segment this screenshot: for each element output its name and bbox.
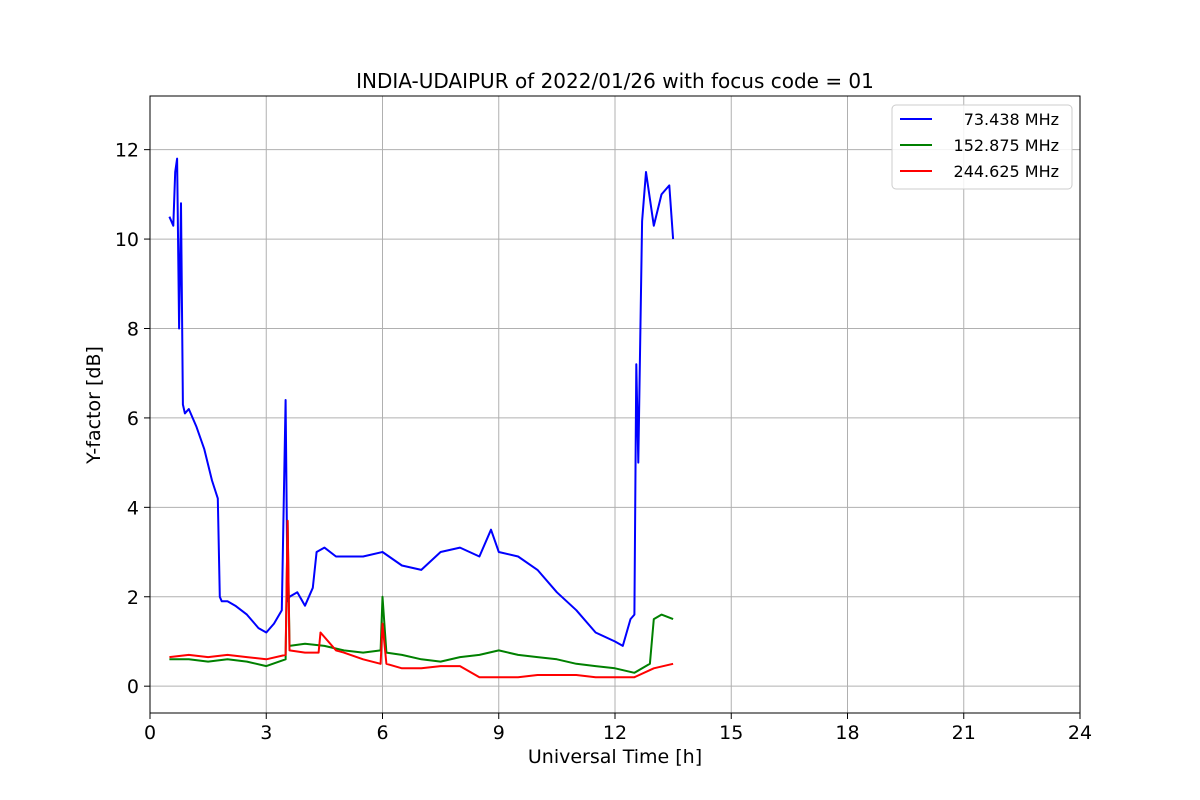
legend: 73.438 MHz 152.875 MHz 244.625 MHz — [891, 104, 1073, 190]
legend-box — [891, 104, 1073, 190]
legend-label: 73.438 MHz — [964, 110, 1059, 129]
x-ticks: 0 3 6 9 12 15 18 21 24 — [144, 713, 1092, 744]
y-tick-label: 4 — [127, 497, 139, 519]
x-tick-label: 24 — [1068, 722, 1092, 744]
series-line-2 — [169, 519, 674, 674]
x-tick-label: 18 — [835, 722, 859, 744]
legend-label: 244.625 MHz — [954, 162, 1059, 181]
y-tick-label: 2 — [127, 587, 139, 609]
x-tick-label: 9 — [493, 722, 505, 744]
grid — [149, 96, 1081, 713]
x-tick-label: 0 — [144, 722, 156, 744]
series-line-1 — [168, 157, 675, 647]
y-tick-label: 12 — [115, 140, 139, 162]
x-tick-label: 6 — [376, 722, 388, 744]
chart-title: INDIA-UDAIPUR of 2022/01/26 with focus c… — [356, 69, 874, 93]
legend-label: 152.875 MHz — [954, 136, 1059, 155]
x-tick-label: 15 — [719, 722, 743, 744]
y-tick-label: 8 — [127, 318, 139, 340]
y-tick-label: 6 — [127, 408, 139, 430]
x-tick-label: 12 — [603, 722, 627, 744]
x-tick-label: 3 — [260, 722, 272, 744]
y-axis-label: Y-factor [dB] — [83, 346, 105, 465]
x-tick-label: 21 — [952, 722, 976, 744]
x-axis-label: Universal Time [h] — [528, 746, 702, 768]
series-layer — [168, 157, 675, 679]
series-line-3 — [169, 519, 674, 679]
y-tick-label: 10 — [115, 229, 139, 251]
y-tick-label: 0 — [127, 676, 139, 698]
y-ticks: 0 2 4 6 8 10 12 — [115, 140, 150, 698]
